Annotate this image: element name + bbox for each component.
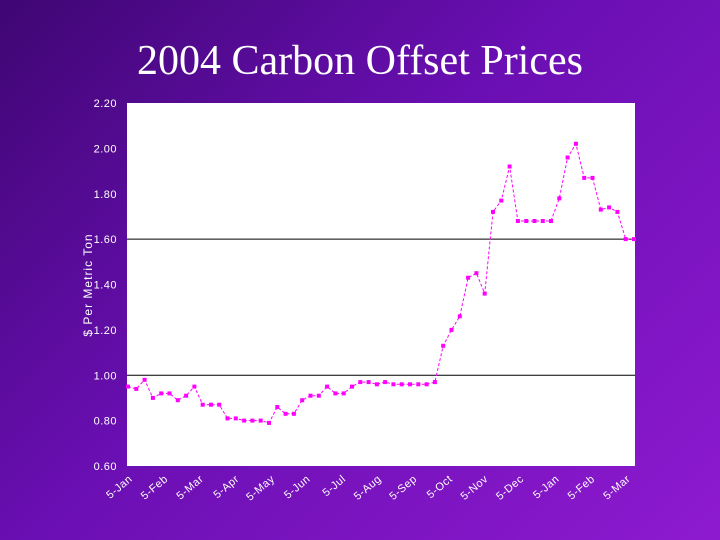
x-tick-label: 5-Feb <box>566 473 598 502</box>
x-tick-label: 5-Jan <box>104 473 135 501</box>
data-point <box>532 219 537 223</box>
data-point <box>482 291 487 296</box>
data-point <box>432 380 437 385</box>
data-point <box>441 343 446 348</box>
data-point <box>358 380 363 385</box>
y-tick-label: 2.00 <box>94 143 117 155</box>
data-point <box>416 382 421 387</box>
data-point <box>350 384 354 389</box>
data-point <box>466 275 471 280</box>
data-point <box>325 384 330 389</box>
data-point <box>491 209 495 214</box>
data-point <box>573 141 578 146</box>
data-point <box>192 384 197 389</box>
x-tick-label: 5-Feb <box>139 473 171 502</box>
data-point <box>283 411 288 416</box>
data-point <box>623 237 628 242</box>
data-point <box>209 402 213 407</box>
data-point <box>424 382 429 387</box>
x-tick-label: 5-Nov <box>459 473 491 503</box>
data-point <box>258 418 263 423</box>
y-tick-label: 0.80 <box>94 416 117 428</box>
data-point <box>565 155 570 160</box>
x-tick-label: 5-Dec <box>494 473 526 503</box>
data-point <box>142 377 147 382</box>
data-point <box>374 382 379 387</box>
data-point <box>408 382 412 387</box>
data-point <box>126 384 130 389</box>
data-point <box>399 382 404 387</box>
reference-lines <box>127 238 635 376</box>
data-point <box>391 382 396 387</box>
plot-area <box>127 103 635 466</box>
data-point <box>341 391 346 396</box>
x-tick-label: 5-Mar <box>174 473 206 502</box>
x-tick-label: 5-Jun <box>282 473 313 501</box>
data-point <box>515 219 520 223</box>
data-point <box>383 380 388 385</box>
data-point <box>159 391 164 396</box>
y-tick-label: 1.00 <box>94 370 117 382</box>
data-point <box>449 327 454 332</box>
x-tick-label: 5-Apr <box>211 473 241 501</box>
data-point <box>557 196 562 201</box>
x-tick-label: 5-Jan <box>531 473 562 501</box>
data-point <box>167 391 172 396</box>
y-tick-label: 1.60 <box>94 234 117 246</box>
data-point <box>549 219 553 223</box>
data-point <box>184 393 189 398</box>
data-point <box>134 386 139 391</box>
x-tick-label: 5-Oct <box>425 473 455 501</box>
x-tick-label: 5-Jul <box>320 473 348 499</box>
data-point <box>474 271 479 276</box>
data-point <box>590 175 595 180</box>
x-tick-label: 5-Mar <box>601 473 633 502</box>
y-axis-label: $ Per Metric Ton <box>81 233 95 336</box>
data-point <box>291 411 296 416</box>
x-axis-ticks: 5-Jan 5-Feb 5-Mar 5-Apr 5-May 5-Jun 5-Jul 5-Aug… <box>104 473 633 503</box>
data-point <box>607 205 612 210</box>
data-point <box>267 420 271 425</box>
data-point <box>598 207 603 212</box>
data-point <box>582 175 587 180</box>
y-tick-label: 1.20 <box>94 325 117 337</box>
y-tick-label: 1.40 <box>94 280 117 292</box>
data-point <box>200 402 205 407</box>
data-point <box>507 164 512 169</box>
data-point <box>250 418 255 423</box>
data-point <box>366 380 371 385</box>
x-tick-label: 5-Aug <box>352 473 384 503</box>
data-point <box>300 398 305 403</box>
data-point <box>275 405 280 409</box>
y-tick-label: 1.80 <box>94 189 117 201</box>
data-point <box>615 209 620 214</box>
x-tick-label: 5-Sep <box>387 473 419 503</box>
data-point <box>333 391 338 396</box>
y-axis-ticks: 2.20 2.00 1.80 1.60 1.40 1.20 1.00 0.80 0.60 <box>94 98 117 473</box>
data-point <box>316 393 321 398</box>
data-point <box>217 402 222 407</box>
data-point <box>233 416 238 421</box>
y-tick-label: 2.20 <box>94 98 117 110</box>
data-point <box>457 314 462 319</box>
data-point <box>150 395 155 400</box>
slide-title: 2004 Carbon Offset Prices <box>137 38 583 84</box>
data-point <box>175 398 180 403</box>
data-points <box>126 141 636 425</box>
data-point <box>499 198 504 203</box>
data-point <box>632 237 636 242</box>
data-point <box>242 418 247 423</box>
data-point <box>540 219 545 223</box>
x-tick-label: 5-May <box>244 473 277 503</box>
data-point <box>524 219 529 223</box>
data-point <box>308 393 313 398</box>
data-point <box>225 416 230 421</box>
y-tick-label: 0.60 <box>94 461 117 473</box>
